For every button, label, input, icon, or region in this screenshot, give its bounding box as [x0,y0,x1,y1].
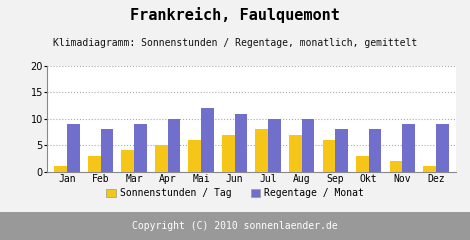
Bar [256,129,268,172]
Bar [101,129,113,172]
Bar [235,114,247,172]
Bar [55,166,67,172]
Bar [322,140,335,172]
Bar [121,150,134,172]
Bar [369,129,382,172]
Bar [222,135,235,172]
Bar [155,145,168,172]
Bar [335,129,348,172]
Text: Copyright (C) 2010 sonnenlaender.de: Copyright (C) 2010 sonnenlaender.de [132,221,338,231]
Bar [289,135,302,172]
Bar [201,108,214,172]
Bar [188,140,201,172]
Bar [268,119,281,172]
Legend: Sonnenstunden / Tag, Regentage / Monat: Sonnenstunden / Tag, Regentage / Monat [102,184,368,202]
Bar [356,156,369,172]
Bar [390,161,402,172]
Bar [302,119,314,172]
Text: Frankreich, Faulquemont: Frankreich, Faulquemont [130,7,340,23]
Bar [88,156,101,172]
Bar [423,166,436,172]
Bar [402,124,415,172]
Text: Klimadiagramm: Sonnenstunden / Regentage, monatlich, gemittelt: Klimadiagramm: Sonnenstunden / Regentage… [53,38,417,48]
Bar [436,124,448,172]
Bar [67,124,80,172]
Bar [168,119,180,172]
Bar [134,124,147,172]
